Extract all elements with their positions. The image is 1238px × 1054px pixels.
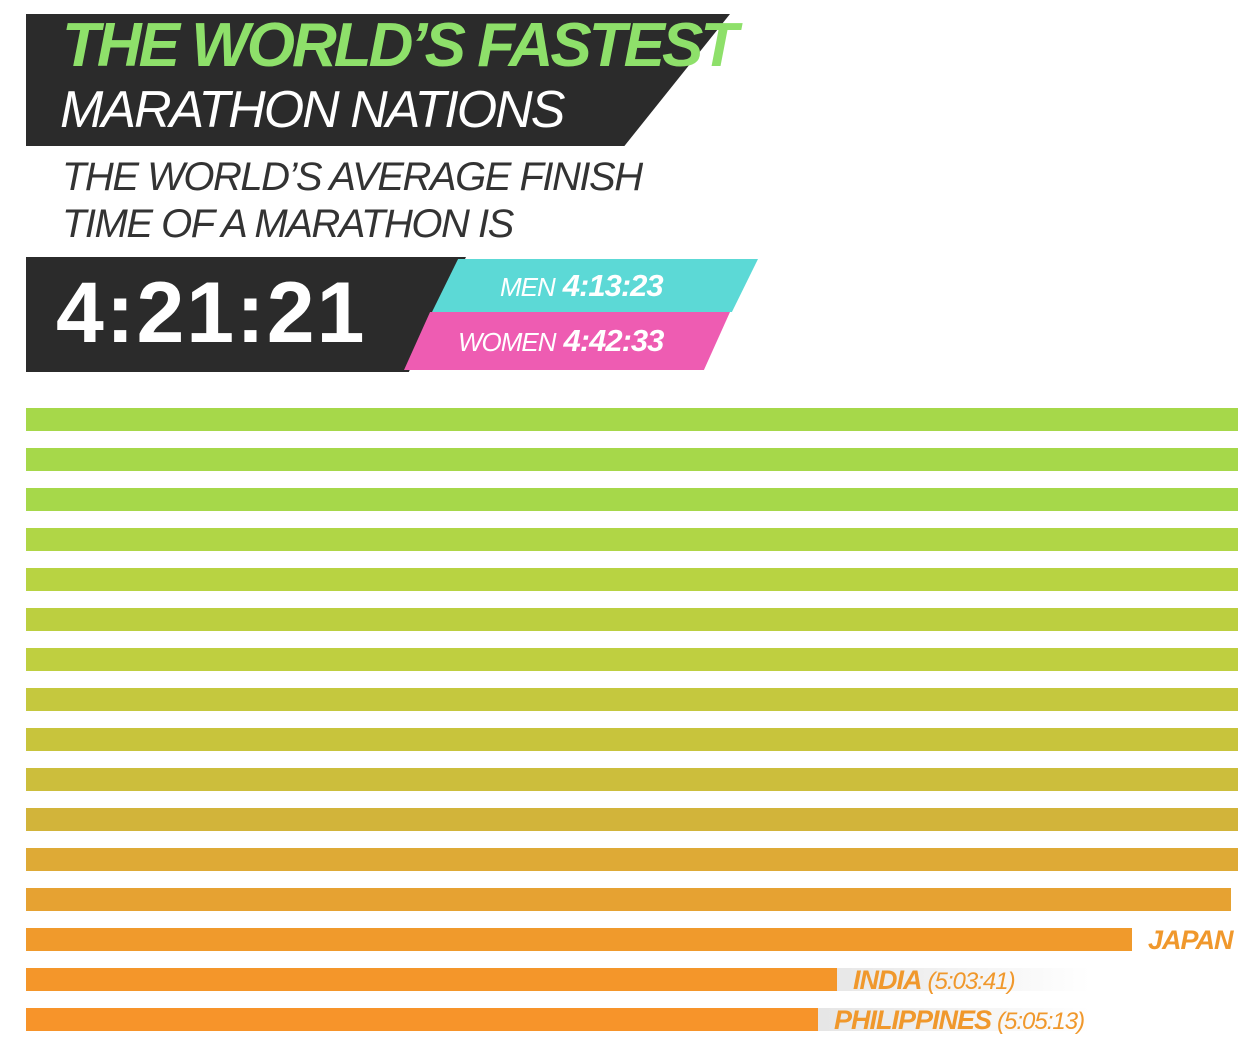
bar-portugal [26,448,1238,471]
bar-france [26,608,1238,631]
women-time-label: WOMEN 4:42:33 [458,320,665,368]
title-banner [26,14,730,146]
chart-title: THE WORLD’S FASTEST [62,11,738,80]
chart-subtitle: THE WORLD’S AVERAGE FINISH TIME OF A MAR… [62,155,643,246]
bar-spain [26,408,1238,431]
women-label: WOMEN [458,327,557,357]
bar-china [26,768,1238,791]
bar-japan [26,928,1132,951]
average-time-box [26,257,466,372]
bar-australia [26,728,1238,751]
men-label: MEN [500,272,556,302]
bar-uk [26,888,1231,911]
men-time: 4:13:23 [562,268,664,303]
bar-india [26,968,837,991]
bar-russia [26,568,1238,591]
bar-luxembourg [26,488,1238,511]
bar-philippines [26,1008,818,1031]
men-time-label: MEN 4:13:23 [500,266,664,312]
men-band [432,259,758,312]
bar-label-japan: JAPAN(4:40:14) [1148,925,1238,955]
bar-brazil [26,808,1238,831]
bar-label-philippines: PHILIPPINES (5:05:13) [834,1005,1084,1035]
chart-title-sub: MARATHON NATIONS [60,81,565,139]
bar-label-india: INDIA (5:03:41) [853,965,1015,995]
bar-argentina [26,688,1238,711]
average-time: 4:21:21 [56,265,367,361]
women-band [404,312,730,370]
bar-usa [26,848,1238,871]
women-time: 4:42:33 [563,323,665,358]
bar-germany [26,648,1238,671]
bar-canada [26,528,1238,551]
